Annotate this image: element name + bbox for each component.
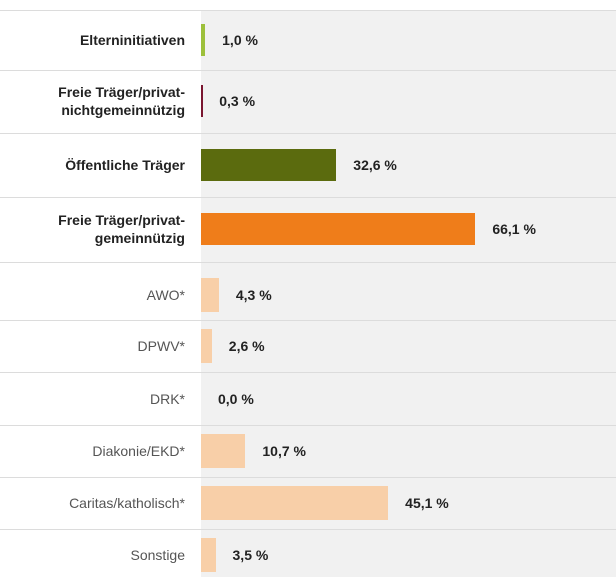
- value-label: 10,7 %: [262, 443, 306, 459]
- category-label: Sonstige: [130, 547, 185, 563]
- bar: [201, 278, 219, 312]
- row-separator: [0, 372, 616, 373]
- row-separator: [0, 70, 616, 71]
- category-label: Freie Träger/privat- nichtgemeinnützig: [58, 84, 185, 118]
- value-label: 2,6 %: [228, 338, 265, 354]
- value-label: 66,1 %: [492, 221, 536, 237]
- category-label: Diakonie/EKD*: [92, 443, 185, 459]
- category-label: Freie Träger/privat- gemeinnützig: [58, 212, 185, 246]
- value-label: 0,0 %: [218, 391, 254, 407]
- bar: [201, 149, 337, 181]
- category-label: Öffentliche Träger: [65, 157, 185, 173]
- bar: [201, 486, 389, 520]
- row-separator: [0, 133, 616, 134]
- category-label: DPWV*: [137, 338, 185, 354]
- value-label: 0,3 %: [219, 93, 256, 109]
- row-separator: [0, 529, 616, 530]
- bar: [201, 24, 206, 56]
- bar: [201, 538, 216, 572]
- row-separator: [0, 425, 616, 426]
- row-separator: [0, 320, 616, 321]
- value-label: 45,1 %: [405, 495, 449, 511]
- value-label: 3,5 %: [232, 547, 269, 563]
- row-separator: [0, 197, 616, 198]
- value-label: 1,0 %: [222, 32, 258, 48]
- row-separator: [0, 477, 616, 478]
- category-label: Elterninitiativen: [79, 32, 185, 48]
- bar: [201, 213, 476, 245]
- bar: [201, 434, 246, 468]
- bar: [201, 329, 212, 363]
- category-label: Caritas/katholisch*: [69, 495, 185, 511]
- category-label: DRK*: [149, 391, 185, 407]
- bar: [201, 85, 203, 117]
- row-separator: [0, 10, 616, 11]
- row-separator: [0, 262, 616, 263]
- value-label: 4,3 %: [235, 287, 272, 303]
- plot-area: [201, 10, 616, 577]
- value-label: 32,6 %: [353, 157, 397, 173]
- category-label: AWO*: [146, 287, 185, 303]
